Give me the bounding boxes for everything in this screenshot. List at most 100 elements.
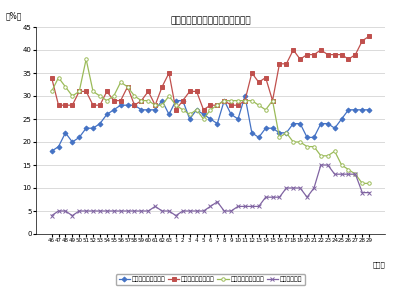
社会に役立つ (277, 195, 282, 199)
社会に役立つ (360, 191, 365, 194)
自分の能力をためす (243, 99, 247, 102)
自分の能力をためす (326, 154, 330, 158)
自分の能力をためす (153, 103, 158, 107)
自分の能力をためす (139, 99, 144, 102)
Title: 働く目的（主な項目の経年変化）: 働く目的（主な項目の経年変化） (170, 16, 251, 25)
楽しい生活をしたい (318, 48, 323, 52)
楽しい生活をしたい (256, 80, 261, 84)
Line: 楽しい生活をしたい: 楽しい生活をしたい (50, 34, 371, 112)
楽しい生活をしたい (243, 99, 247, 102)
自分の能力をためす (277, 136, 282, 139)
社会に役立つ (56, 209, 61, 213)
自分の能力をためす (291, 140, 296, 144)
楽しい生活をしたい (180, 99, 185, 102)
楽しい生活をしたい (91, 103, 95, 107)
社会に役立つ (160, 209, 164, 213)
楽しい生活をしたい (104, 90, 109, 93)
経済的に豊かになる (222, 99, 227, 102)
自分の能力をためす (70, 94, 75, 98)
Text: （%）: （%） (6, 12, 22, 21)
楽しい生活をしたい (346, 57, 351, 61)
経済的に豊かになる (360, 108, 365, 112)
経済的に豊かになる (277, 131, 282, 135)
経済的に豊かになる (318, 122, 323, 125)
経済的に豊かになる (353, 108, 358, 112)
社会に役立つ (353, 172, 358, 176)
経済的に豊かになる (298, 122, 303, 125)
社会に役立つ (304, 195, 309, 199)
自分の能力をためす (132, 94, 137, 98)
自分の能力をためす (360, 182, 365, 185)
自分の能力をためす (353, 172, 358, 176)
社会に役立つ (367, 191, 372, 194)
社会に役立つ (125, 209, 130, 213)
社会に役立つ (146, 209, 150, 213)
経済的に豊かになる (194, 108, 199, 112)
経済的に豊かになる (215, 122, 220, 125)
社会に役立つ (132, 209, 137, 213)
自分の能力をためす (56, 76, 61, 80)
楽しい生活をしたい (291, 48, 296, 52)
社会に役立つ (167, 209, 172, 213)
Line: 経済的に豊かになる: 経済的に豊かになる (50, 94, 371, 153)
社会に役立つ (291, 186, 296, 190)
楽しい生活をしたい (201, 108, 206, 112)
Line: 社会に役立つ: 社会に役立つ (50, 163, 371, 217)
経済的に豊かになる (153, 108, 158, 112)
経済的に豊かになる (70, 140, 75, 144)
楽しい生活をしたい (249, 71, 254, 75)
自分の能力をためす (63, 85, 68, 88)
楽しい生活をしたい (367, 34, 372, 38)
Legend: 経済的に豊かになる, 楽しい生活をしたい, 自分の能力をためす, 社会に役立つ: 経済的に豊かになる, 楽しい生活をしたい, 自分の能力をためす, 社会に役立つ (116, 274, 305, 285)
社会に役立つ (91, 209, 95, 213)
楽しい生活をしたい (139, 99, 144, 102)
自分の能力をためす (318, 154, 323, 158)
楽しい生活をしたい (132, 103, 137, 107)
経済的に豊かになる (326, 122, 330, 125)
社会に役立つ (284, 186, 289, 190)
社会に役立つ (256, 205, 261, 208)
社会に役立つ (270, 195, 275, 199)
経済的に豊かになる (49, 149, 54, 153)
自分の能力をためす (256, 103, 261, 107)
自分の能力をためす (91, 90, 95, 93)
楽しい生活をしたい (70, 103, 75, 107)
経済的に豊かになる (84, 126, 89, 130)
社会に役立つ (63, 209, 68, 213)
社会に役立つ (312, 186, 316, 190)
楽しい生活をしたい (298, 57, 303, 61)
楽しい生活をしたい (173, 108, 178, 112)
楽しい生活をしたい (304, 53, 309, 56)
自分の能力をためす (125, 85, 130, 88)
楽しい生活をしたい (167, 71, 172, 75)
経済的に豊かになる (339, 117, 344, 121)
自分の能力をためす (84, 57, 89, 61)
経済的に豊かになる (63, 131, 68, 135)
経済的に豊かになる (77, 136, 82, 139)
楽しい生活をしたい (284, 62, 289, 66)
経済的に豊かになる (112, 108, 116, 112)
楽しい生活をしたい (77, 90, 82, 93)
自分の能力をためす (339, 163, 344, 167)
楽しい生活をしたい (339, 53, 344, 56)
楽しい生活をしたい (229, 103, 233, 107)
自分の能力をためす (118, 80, 123, 84)
自分の能力をためす (98, 94, 102, 98)
自分の能力をためす (312, 145, 316, 148)
楽しい生活をしたい (112, 99, 116, 102)
社会に役立つ (346, 172, 351, 176)
社会に役立つ (249, 205, 254, 208)
楽しい生活をしたい (208, 103, 213, 107)
楽しい生活をしたい (270, 99, 275, 102)
経済的に豊かになる (236, 117, 241, 121)
楽しい生活をしたい (118, 99, 123, 102)
経済的に豊かになる (201, 112, 206, 116)
社会に役立つ (339, 172, 344, 176)
社会に役立つ (139, 209, 144, 213)
楽しい生活をしたい (332, 53, 337, 56)
経済的に豊かになる (98, 122, 102, 125)
自分の能力をためす (187, 112, 192, 116)
自分の能力をためす (367, 182, 372, 185)
社会に役立つ (326, 163, 330, 167)
社会に役立つ (187, 209, 192, 213)
